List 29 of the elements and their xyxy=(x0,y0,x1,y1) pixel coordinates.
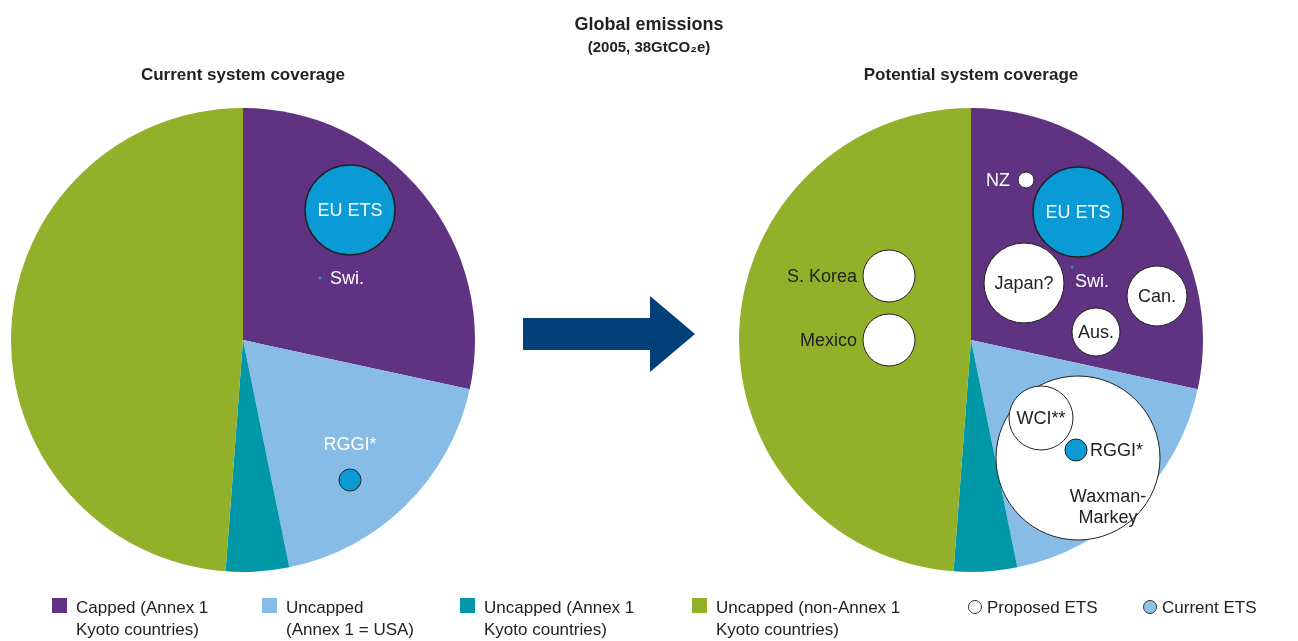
legend-label: Capped (Annex 1 Kyoto countries) xyxy=(76,598,209,639)
chart-title: Current system coverage xyxy=(140,65,346,84)
pie-slice xyxy=(243,340,470,568)
pie-slice xyxy=(11,108,243,572)
pie-slice xyxy=(953,340,1018,572)
text: Waxman-Markey xyxy=(1069,486,1147,527)
text: Proposed ETS xyxy=(987,598,1098,617)
text: Aus. xyxy=(1077,322,1115,342)
legend-label: Uncapped (non-Annex 1 Kyoto countries) xyxy=(716,598,901,639)
text: (2005, 38GtCO₂e) xyxy=(587,38,711,55)
legend-label: Uncapped (Annex 1 = USA) xyxy=(286,598,415,639)
text: WCI** xyxy=(1016,408,1066,428)
pie-slice xyxy=(739,108,971,572)
text: EU ETS xyxy=(1045,202,1111,222)
text: Swi. xyxy=(1075,271,1110,291)
text: EU ETS xyxy=(317,200,383,220)
text: Current ETS xyxy=(1162,598,1257,617)
text: S. Korea xyxy=(786,266,858,286)
text: RGGI* xyxy=(1090,440,1144,460)
text: Mexico xyxy=(799,330,857,350)
text: NZ xyxy=(986,170,1010,190)
pie-slice xyxy=(225,340,290,572)
chart-title: Potential system coverage xyxy=(863,65,1079,84)
text: Global emissions xyxy=(574,14,724,34)
legend-label: Uncapped (Annex 1 Kyoto countries) xyxy=(484,598,635,639)
text: Can. xyxy=(1137,286,1177,306)
text: Japan? xyxy=(994,273,1054,293)
text: RGGI* xyxy=(323,434,377,454)
text: Swi. xyxy=(330,268,365,288)
